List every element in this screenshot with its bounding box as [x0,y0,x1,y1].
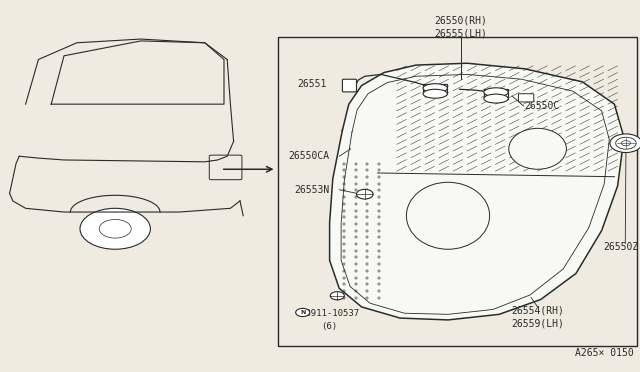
Ellipse shape [509,128,566,169]
Text: A265× 0150: A265× 0150 [575,348,634,357]
Circle shape [621,141,630,146]
Ellipse shape [423,89,447,98]
Text: 26550Z: 26550Z [604,243,639,252]
FancyBboxPatch shape [518,94,534,102]
Circle shape [616,137,636,149]
Bar [484,89,508,99]
Text: (6): (6) [321,322,338,331]
Bar [423,84,447,94]
Circle shape [296,308,310,317]
Text: N: N [300,310,305,315]
Circle shape [610,134,640,153]
Text: 26555(LH): 26555(LH) [435,29,487,38]
Text: 26551: 26551 [297,79,326,89]
Text: 26550CA: 26550CA [289,151,330,161]
Text: 26553N: 26553N [294,185,330,195]
Ellipse shape [406,182,490,249]
Text: 26559(LH): 26559(LH) [511,319,564,328]
Circle shape [330,292,344,300]
Text: 08911-10537: 08911-10537 [300,309,359,318]
FancyBboxPatch shape [342,79,356,92]
Circle shape [80,208,150,249]
Ellipse shape [423,84,447,93]
Polygon shape [330,63,624,320]
Bar [278,37,637,346]
Circle shape [99,219,131,238]
Ellipse shape [484,88,508,97]
Text: 26550(RH): 26550(RH) [435,16,487,25]
Text: 26554(RH): 26554(RH) [511,306,564,315]
Ellipse shape [484,94,508,103]
Circle shape [356,189,373,199]
Text: 26550C: 26550C [525,101,560,111]
